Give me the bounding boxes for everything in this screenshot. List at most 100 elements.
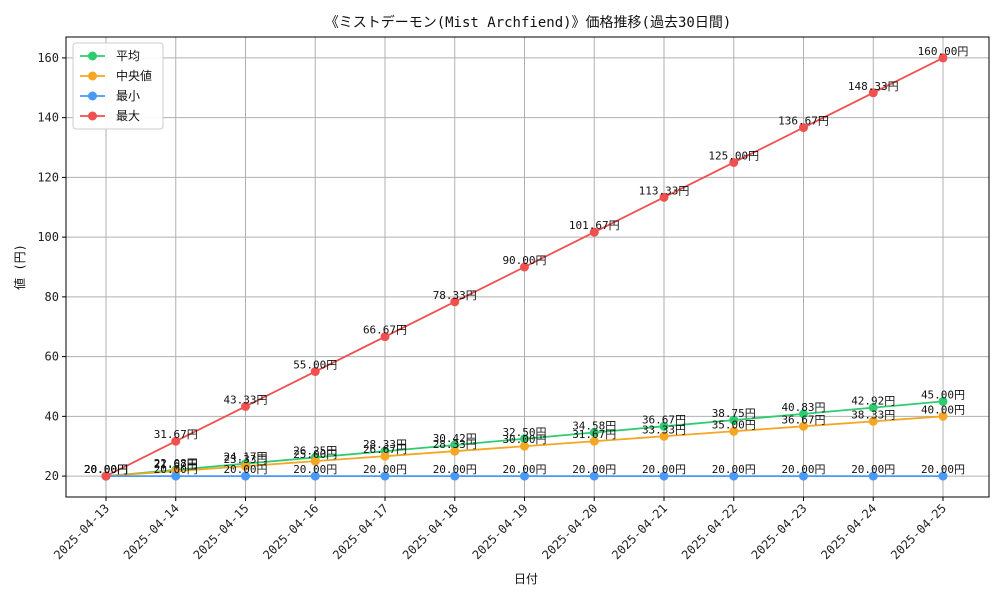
data-label: 40.83円 xyxy=(781,401,825,414)
x-tick-label: 2025-04-21 xyxy=(609,501,670,562)
data-point xyxy=(659,192,669,202)
x-tick-label: 2025-04-18 xyxy=(400,501,461,562)
data-label: 22.08円 xyxy=(154,457,198,470)
x-tick-label: 2025-04-13 xyxy=(51,501,112,562)
y-tick-label: 120 xyxy=(37,170,59,184)
data-point xyxy=(589,471,599,481)
data-point xyxy=(380,471,390,481)
data-label: 20.00円 xyxy=(712,463,756,476)
data-label: 20.00円 xyxy=(502,463,546,476)
data-label: 28.33円 xyxy=(433,438,477,451)
x-tick-label: 2025-04-25 xyxy=(888,501,949,562)
legend-label: 最小 xyxy=(116,89,140,103)
legend-label: 中央値 xyxy=(116,68,152,83)
data-point xyxy=(450,440,460,450)
data-point xyxy=(868,88,878,98)
data-point xyxy=(310,367,320,377)
plot-frame xyxy=(65,36,990,498)
chart-title: 《ミストデーモン(Mist Archfiend)》価格推移(過去30日間) xyxy=(325,14,732,31)
data-label: 20.00円 xyxy=(433,463,477,476)
x-tick-label: 2025-04-20 xyxy=(539,501,600,562)
data-point xyxy=(938,396,948,406)
y-tick-label: 80 xyxy=(45,290,59,304)
data-label: 23.33円 xyxy=(223,453,267,466)
data-label: 42.92円 xyxy=(851,395,895,408)
data-point xyxy=(799,409,808,419)
data-label: 20.00円 xyxy=(84,463,128,476)
data-label: 26.67円 xyxy=(363,443,407,456)
legend-label: 最大 xyxy=(116,109,140,123)
data-point xyxy=(659,421,669,431)
data-label: 20.00円 xyxy=(851,463,895,476)
data-point xyxy=(241,461,250,471)
data-label: 125.00円 xyxy=(708,149,759,162)
data-point xyxy=(589,428,599,438)
series xyxy=(101,53,948,481)
data-label: 20.00円 xyxy=(921,463,965,476)
data-label: 20.00円 xyxy=(84,463,128,476)
x-tick-label: 2025-04-22 xyxy=(679,501,740,562)
data-label: 30.00円 xyxy=(502,433,546,446)
data-label: 78.33円 xyxy=(433,289,477,302)
data-point xyxy=(868,403,878,413)
data-label: 21.67円 xyxy=(154,458,198,471)
x-tick-label: 2025-04-19 xyxy=(470,501,531,562)
legend-swatch-marker xyxy=(88,111,97,121)
data-label: 35.00円 xyxy=(712,418,756,431)
x-tick-label: 2025-04-17 xyxy=(330,501,391,562)
data-label: 20.00円 xyxy=(642,463,686,476)
data-point xyxy=(520,434,529,444)
y-tick-label: 160 xyxy=(37,51,59,65)
data-label: 43.33円 xyxy=(223,393,267,406)
data-point xyxy=(310,471,320,481)
data-label: 32.50円 xyxy=(502,426,546,439)
data-point xyxy=(729,415,739,425)
data-label: 20.00円 xyxy=(84,463,128,476)
data-point xyxy=(938,471,948,481)
legend-swatch-marker xyxy=(88,71,97,81)
data-point xyxy=(520,262,529,272)
data-label: 20.00円 xyxy=(223,463,267,476)
data-point xyxy=(589,227,599,237)
data-point xyxy=(520,441,529,451)
legend-swatch-marker xyxy=(88,51,97,61)
data-label: 136.67円 xyxy=(778,115,829,128)
data-point xyxy=(938,53,948,63)
data-labels: 20.00円 22.08円 24.17円 26.25円 28.33円 30.42円 32.5… xyxy=(84,45,968,476)
data-label: 101.67円 xyxy=(569,219,620,232)
data-label: 26.25円 xyxy=(293,444,337,457)
data-label: 113.33円 xyxy=(639,184,690,197)
data-label: 30.42円 xyxy=(433,432,477,445)
data-label: 36.67円 xyxy=(781,413,825,426)
data-point xyxy=(868,471,878,481)
data-point xyxy=(450,446,460,456)
y-tick-label: 20 xyxy=(45,469,59,483)
data-point xyxy=(659,471,669,481)
data-point xyxy=(310,456,320,466)
data-point xyxy=(171,471,181,481)
data-point xyxy=(450,297,460,307)
data-label: 66.67円 xyxy=(363,324,407,337)
data-point xyxy=(171,436,181,446)
data-point xyxy=(729,471,739,481)
data-point xyxy=(729,157,739,167)
data-label: 31.67円 xyxy=(572,428,616,441)
x-tick-label: 2025-04-15 xyxy=(191,501,252,562)
data-point xyxy=(799,421,808,431)
data-label: 34.58円 xyxy=(572,420,616,433)
data-point xyxy=(589,436,599,446)
data-label: 160.00円 xyxy=(918,45,969,58)
x-tick-label: 2025-04-14 xyxy=(121,501,182,562)
legend-box xyxy=(72,42,164,130)
data-label: 20.00円 xyxy=(781,463,825,476)
data-point xyxy=(520,471,529,481)
data-point xyxy=(241,401,250,411)
data-point xyxy=(938,411,948,421)
data-label: 33.33円 xyxy=(642,423,686,436)
data-label: 20.00円 xyxy=(293,463,337,476)
y-tick-label: 40 xyxy=(45,409,59,423)
data-label: 45.00円 xyxy=(921,388,965,401)
data-point xyxy=(450,471,460,481)
